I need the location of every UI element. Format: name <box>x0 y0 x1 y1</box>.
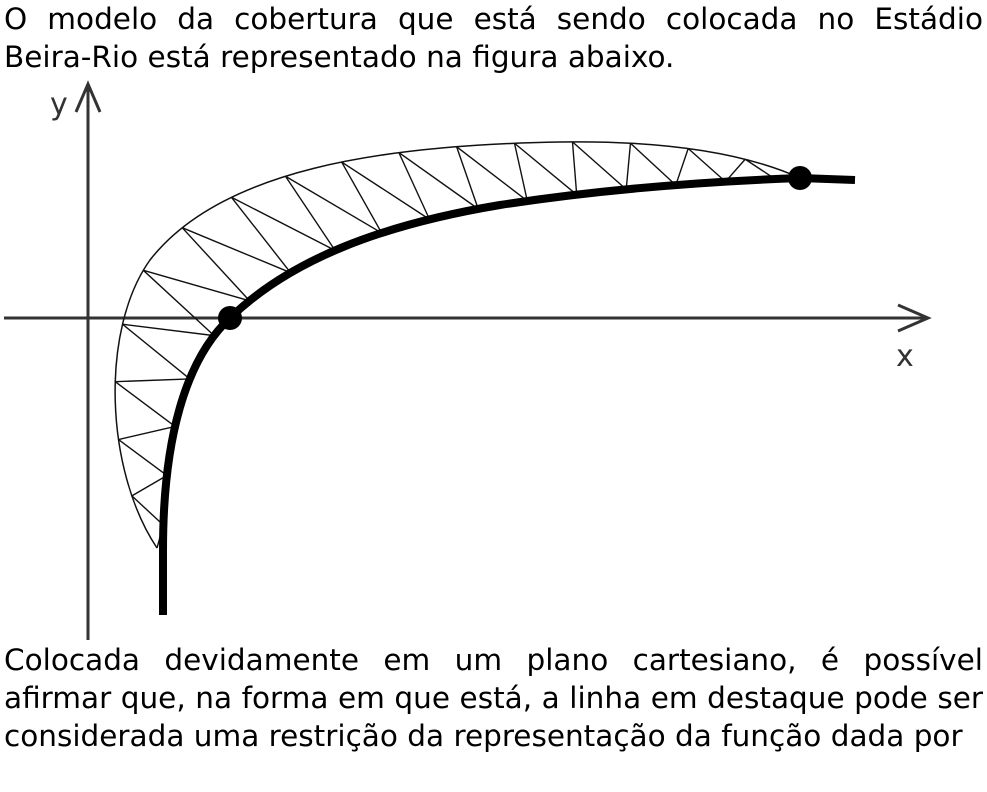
truss-member <box>514 142 578 196</box>
truss-member <box>230 196 292 274</box>
truss-member <box>629 142 677 186</box>
question-paragraph: Colocada devidamente em um plano cartesi… <box>4 643 983 753</box>
truss-member <box>398 152 431 220</box>
truss-member <box>341 161 383 234</box>
curve-end-point <box>788 166 812 190</box>
truss-member <box>675 148 689 186</box>
truss-member <box>572 141 627 190</box>
truss-member <box>513 143 529 202</box>
curve-x-intercept-point <box>218 306 242 330</box>
truss-member <box>181 227 251 302</box>
truss-member <box>143 269 250 302</box>
truss-member <box>118 438 168 477</box>
roof-outer-arc <box>114 141 801 549</box>
x-axis-label: x <box>896 339 914 374</box>
y-axis-arrowhead <box>74 80 102 113</box>
highlighted-curve <box>159 173 856 615</box>
truss-member <box>118 425 176 441</box>
truss-lattice <box>114 141 801 549</box>
truss-member <box>625 143 632 190</box>
y-axis-label: y <box>50 87 68 122</box>
truss-member <box>181 227 291 274</box>
truss-member <box>341 161 430 220</box>
stadium-roof-figure: x y <box>4 80 932 640</box>
truss-member <box>114 381 176 427</box>
truss-member <box>398 152 479 210</box>
intro-paragraph: O modelo da cobertura que está sendo col… <box>4 2 983 74</box>
truss-member <box>455 146 479 210</box>
truss-member <box>131 495 164 526</box>
x-axis-arrowhead <box>897 303 932 333</box>
truss-member <box>115 378 190 383</box>
truss-member <box>131 474 168 497</box>
truss-member <box>142 269 215 337</box>
truss-member <box>284 175 336 251</box>
truss-member <box>122 323 215 337</box>
truss-member <box>231 196 336 252</box>
truss-member <box>571 141 578 195</box>
truss-member <box>122 323 191 380</box>
truss-member <box>285 175 382 234</box>
truss-member <box>456 146 528 202</box>
truss-member <box>687 147 726 183</box>
